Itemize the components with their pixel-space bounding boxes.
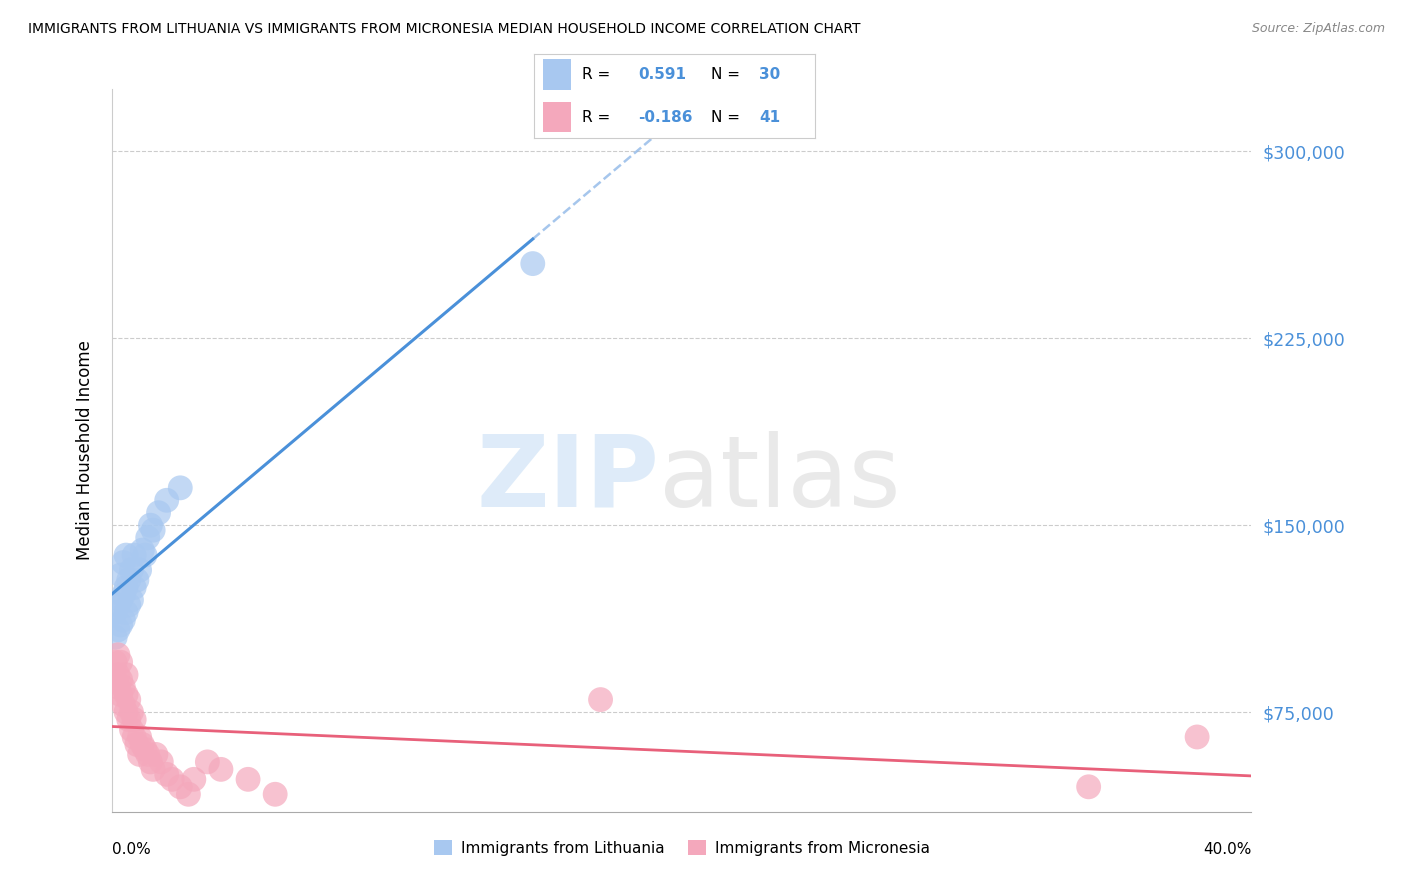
Point (128, 730, 150, 744)
Point (118, 598, 141, 612)
Bar (543, 102, 571, 132)
Point (115, 688, 138, 702)
Text: 41: 41 (759, 110, 780, 125)
Point (121, 563, 143, 577)
Point (122, 581, 145, 595)
Point (589, 692, 612, 706)
Point (134, 742, 156, 756)
Point (522, 257, 544, 271)
Point (139, 755, 162, 769)
Point (107, 680, 129, 694)
Point (121, 593, 143, 607)
Point (125, 573, 148, 587)
Point (150, 755, 173, 769)
Point (107, 667, 129, 681)
Point (112, 680, 135, 694)
Point (104, 630, 127, 644)
Point (156, 493, 179, 508)
Text: -0.186: -0.186 (638, 110, 693, 125)
Point (136, 531, 159, 545)
Point (110, 655, 132, 669)
Text: R =: R = (582, 67, 610, 82)
Point (169, 780, 191, 794)
Point (115, 581, 138, 595)
Point (122, 713, 145, 727)
Point (110, 688, 132, 702)
Point (142, 523, 165, 537)
Point (110, 673, 132, 687)
Y-axis label: Median Household Income: Median Household Income (76, 341, 94, 560)
Text: N =: N = (711, 110, 741, 125)
Point (128, 563, 150, 577)
Point (115, 548, 138, 562)
Point (145, 747, 167, 762)
Point (107, 598, 129, 612)
Point (122, 548, 145, 562)
Bar (543, 60, 571, 90)
Point (112, 613, 135, 627)
Point (104, 655, 127, 669)
Point (1077, 780, 1099, 794)
Point (131, 738, 153, 752)
Point (177, 787, 200, 801)
Text: 0.0%: 0.0% (112, 842, 152, 856)
Text: 40.0%: 40.0% (1204, 842, 1251, 856)
Text: N =: N = (711, 67, 741, 82)
Point (131, 543, 153, 558)
Point (209, 763, 232, 777)
Text: Source: ZipAtlas.com: Source: ZipAtlas.com (1251, 22, 1385, 36)
Point (195, 755, 219, 769)
Point (112, 556, 135, 570)
Point (112, 588, 135, 602)
Point (110, 618, 132, 632)
Point (104, 606, 127, 620)
Point (264, 787, 287, 801)
Point (160, 772, 183, 787)
Point (107, 623, 129, 637)
Point (122, 730, 145, 744)
Point (118, 713, 141, 727)
Point (125, 738, 148, 752)
Point (110, 593, 132, 607)
Point (115, 606, 138, 620)
Point (115, 667, 138, 681)
Point (115, 705, 138, 719)
Point (134, 548, 156, 562)
Point (112, 698, 135, 712)
Legend: Immigrants from Lithuania, Immigrants from Micronesia: Immigrants from Lithuania, Immigrants fr… (427, 834, 936, 862)
Point (104, 673, 127, 687)
Text: 0.591: 0.591 (638, 67, 686, 82)
Point (118, 573, 141, 587)
Point (110, 568, 132, 582)
Point (142, 763, 165, 777)
Point (118, 692, 141, 706)
Point (121, 723, 143, 737)
Point (156, 767, 179, 781)
Text: 30: 30 (759, 67, 780, 82)
Point (128, 747, 150, 762)
Point (1185, 730, 1208, 744)
Text: R =: R = (582, 110, 610, 125)
Point (136, 747, 159, 762)
Point (169, 481, 191, 495)
Point (121, 705, 143, 719)
Point (183, 772, 205, 787)
Point (107, 648, 129, 662)
Text: ZIP: ZIP (477, 431, 659, 528)
Point (148, 506, 170, 520)
Point (236, 772, 259, 787)
Point (139, 518, 162, 533)
Text: IMMIGRANTS FROM LITHUANIA VS IMMIGRANTS FROM MICRONESIA MEDIAN HOUSEHOLD INCOME : IMMIGRANTS FROM LITHUANIA VS IMMIGRANTS … (28, 22, 860, 37)
Text: atlas: atlas (659, 431, 901, 528)
